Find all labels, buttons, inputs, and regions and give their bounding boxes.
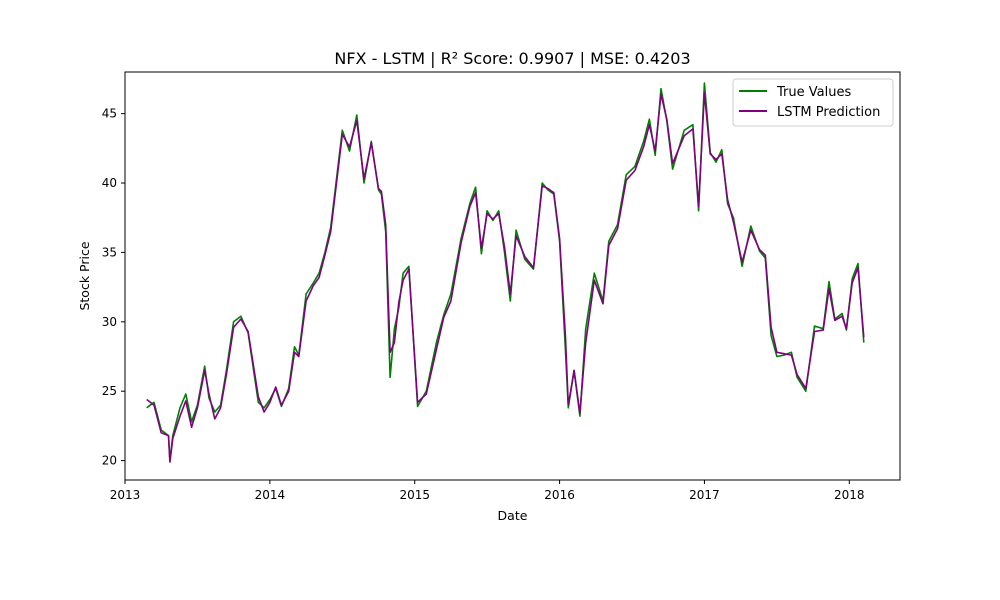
legend-box <box>732 78 894 127</box>
x-tick-label: 2015 <box>399 488 430 502</box>
x-tick-label: 2016 <box>544 488 575 502</box>
y-tick-label: 20 <box>102 454 117 468</box>
y-tick-label: 45 <box>102 107 117 121</box>
legend-label-true-values: True Values <box>776 85 851 100</box>
y-tick-label: 40 <box>102 176 117 190</box>
y-tick-label: 25 <box>102 384 117 398</box>
legend-label-lstm-prediction: LSTM Prediction <box>777 105 880 120</box>
lstm-prediction-line <box>146 92 865 463</box>
y-axis: 20 25 30 35 40 45 <box>102 107 125 468</box>
y-tick-label: 30 <box>102 315 117 329</box>
x-axis-label: Date <box>498 508 528 523</box>
chart-title: NFX - LSTM | R² Score: 0.9907 | MSE: 0.4… <box>334 49 690 68</box>
x-tick-label: 2018 <box>834 488 865 502</box>
plot-area <box>124 71 901 481</box>
x-tick-label: 2013 <box>110 488 141 502</box>
x-tick-label: 2014 <box>255 488 286 502</box>
x-axis: 2013 2014 2015 2016 2017 2018 <box>110 480 865 502</box>
y-tick-label: 35 <box>102 245 117 259</box>
legend: True Values LSTM Prediction <box>732 78 894 127</box>
x-tick-label: 2017 <box>689 488 720 502</box>
y-axis-label: Stock Price <box>77 241 92 310</box>
